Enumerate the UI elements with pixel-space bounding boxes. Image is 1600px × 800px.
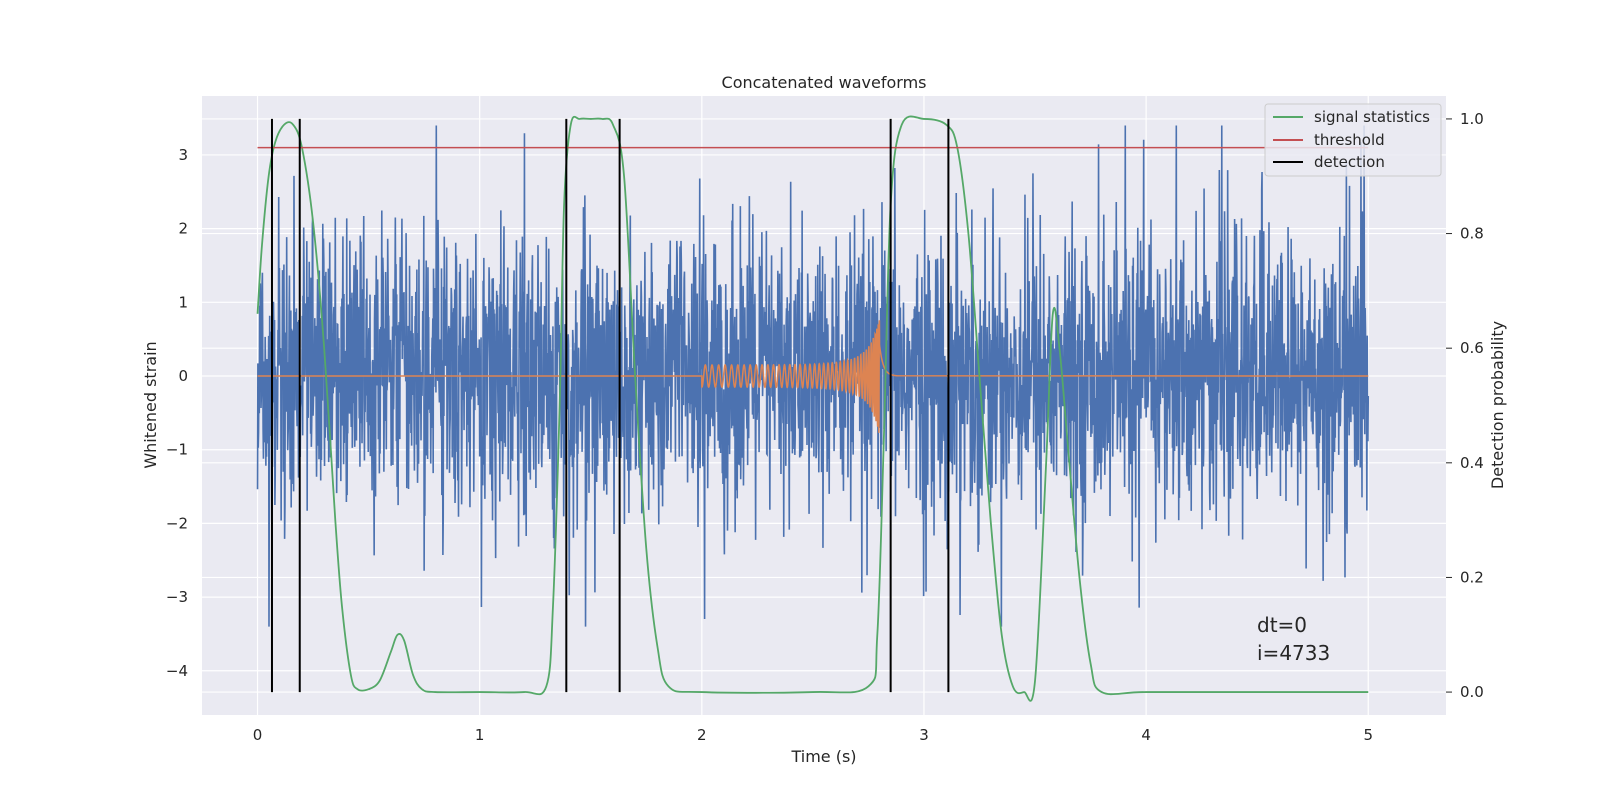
x-tick-label: 5 — [1363, 726, 1373, 744]
y-right-tick-label: 0.2 — [1460, 568, 1484, 586]
y-left-tick-label: 2 — [178, 220, 188, 238]
legend-label-threshold: threshold — [1314, 131, 1385, 149]
series-chirp-line — [257, 320, 1369, 433]
y-axis-left-label: Whitened strain — [141, 341, 160, 468]
legend: signal statistics threshold detection — [1264, 103, 1442, 177]
legend-label-detection: detection — [1314, 153, 1385, 171]
y-right-tick-label: 0.8 — [1460, 225, 1484, 243]
x-tick-label: 3 — [919, 726, 929, 744]
y-right-tick-label: 0.4 — [1460, 454, 1484, 472]
annotation-dt: dt=0 — [1257, 613, 1307, 637]
x-tick-label: 2 — [697, 726, 707, 744]
y-left-tick-label: −1 — [166, 441, 188, 459]
annotation-i: i=4733 — [1257, 641, 1330, 665]
y-right-tick-label: 0.0 — [1460, 683, 1484, 701]
y-left-tick-label: −3 — [166, 588, 188, 606]
y-left-tick-label: −4 — [166, 662, 188, 680]
y-left-tick-label: −2 — [166, 514, 188, 532]
y-left-tick-label: 1 — [178, 293, 188, 311]
legend-label-signal-statistics: signal statistics — [1314, 108, 1430, 126]
x-tick-label: 4 — [1141, 726, 1151, 744]
y-left-tick-label: 3 — [178, 146, 188, 164]
chart-title: Concatenated waveforms — [722, 73, 927, 92]
plot-area — [256, 115, 1370, 702]
y-left-tick-label: 0 — [178, 367, 188, 385]
y-right-tick-label: 1.0 — [1460, 110, 1484, 128]
y-axis-right-label: Detection probability — [1488, 321, 1507, 489]
axes: 0 1 2 3 4 5 −4 −3 −2 −1 0 1 2 3 0.0 0.2 0.4 0.6 0.8 1.0 — [166, 110, 1484, 744]
x-tick-label: 0 — [253, 726, 263, 744]
x-axis-label: Time (s) — [790, 747, 856, 766]
x-tick-label: 1 — [475, 726, 485, 744]
legend-box — [1264, 103, 1442, 177]
series-signal-statistics-line — [256, 115, 1369, 702]
y-right-tick-label: 0.6 — [1460, 339, 1484, 357]
series-noise-line — [256, 125, 1370, 627]
